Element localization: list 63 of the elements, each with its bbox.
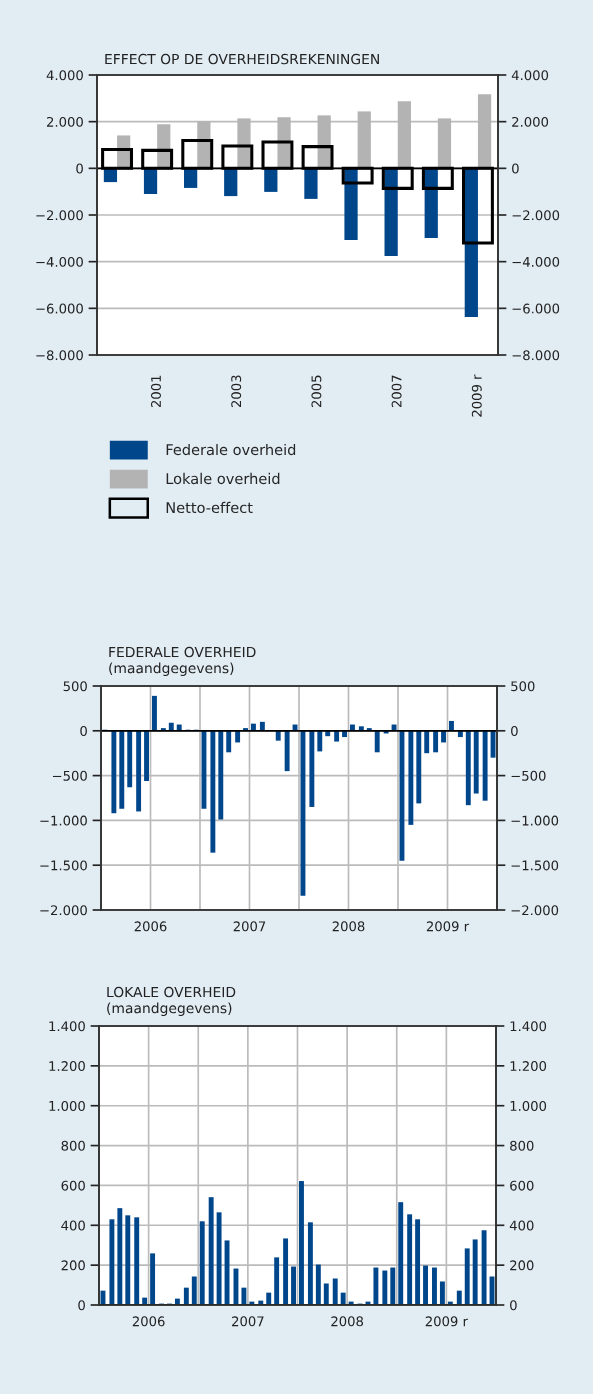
y-tick-label: 200 — [61, 1260, 85, 1271]
y2-tick-label: −1.000 — [511, 815, 559, 826]
x-tick-label: 2006 — [132, 1316, 165, 1327]
chart-title: EFFECT OP DE OVERHEIDSREKENINGEN — [105, 53, 379, 65]
x-tick-label: 2007 — [233, 921, 266, 932]
x-tick-label: 2001 — [151, 375, 161, 408]
x-tick-label: 2005 — [311, 375, 322, 408]
y-tick-label: 1.400 — [49, 1021, 85, 1032]
legend-label: Federale overheid — [166, 443, 296, 456]
y-tick-label: 0 — [80, 726, 87, 736]
y2-tick-label: 200 — [510, 1260, 534, 1271]
y-tick-label: 600 — [61, 1180, 85, 1191]
x-tick-label: 2008 — [332, 921, 365, 932]
x-tick-label: 2008 — [331, 1316, 364, 1327]
y2-tick-label: 4.000 — [511, 70, 549, 81]
y2-tick-label: 600 — [510, 1180, 534, 1191]
x-tick-label: 2009 r — [471, 374, 482, 417]
y2-tick-label: −2.000 — [512, 210, 560, 221]
legend-label: Lokale overheid — [166, 472, 280, 485]
y-tick-label: 0 — [78, 1300, 85, 1311]
y-tick-label: −2.000 — [40, 905, 87, 916]
y2-tick-label: −4.000 — [512, 256, 560, 267]
y2-tick-label: −6.000 — [512, 303, 560, 314]
y-tick-label: −1.500 — [40, 860, 87, 871]
y2-tick-label: 0 — [511, 726, 518, 736]
y-tick-label: −8.000 — [36, 350, 83, 361]
y-tick-label: −6.000 — [36, 303, 83, 314]
x-tick-label: 2009 r — [425, 1316, 468, 1327]
y2-tick-label: 400 — [509, 1220, 534, 1231]
y2-tick-label: 2.000 — [512, 116, 549, 127]
chart-title: FEDERALE OVERHEID — [109, 646, 256, 658]
y-tick-label: −2.000 — [36, 210, 83, 221]
y2-tick-label: −8.000 — [512, 350, 560, 361]
y2-tick-label: −1.500 — [511, 860, 559, 871]
y-tick-label: 2.000 — [47, 116, 83, 127]
x-tick-label: 2006 — [134, 921, 167, 932]
y2-tick-label: 1.400 — [510, 1021, 547, 1032]
x-tick-label: 2007 — [232, 1316, 264, 1327]
x-tick-label: 2007 — [391, 375, 402, 408]
y-tick-label: 0 — [76, 163, 83, 174]
y2-tick-label: 1.200 — [510, 1061, 547, 1072]
y-tick-label: 4.000 — [46, 70, 83, 81]
chart-title: LOKALE OVERHEID — [107, 986, 236, 998]
y2-tick-label: 1.000 — [510, 1100, 547, 1111]
y2-tick-label: 800 — [510, 1140, 534, 1151]
y-tick-label: −500 — [52, 770, 87, 781]
y-tick-label: 1.000 — [49, 1100, 85, 1111]
y2-tick-label: 500 — [511, 681, 535, 692]
y-tick-label: 500 — [63, 681, 87, 692]
chart-subtitle: (maandgegevens) — [109, 662, 234, 676]
x-tick-label: 2009 r — [426, 921, 470, 932]
y-tick-label: −4.000 — [36, 256, 83, 267]
y2-tick-label: 0 — [512, 163, 519, 174]
x-tick-label: 2003 — [231, 375, 242, 408]
y-tick-label: 800 — [61, 1140, 85, 1151]
y-tick-label: −1.000 — [40, 815, 87, 826]
y-tick-label: 1.200 — [49, 1061, 85, 1072]
y2-tick-label: 0 — [510, 1300, 517, 1311]
chart-subtitle: (maandgegevens) — [107, 1002, 232, 1016]
y2-tick-label: −2.000 — [511, 905, 559, 916]
legend-label: Netto-effect — [166, 501, 253, 514]
y-tick-label: 400 — [61, 1220, 85, 1231]
y2-tick-label: −500 — [511, 770, 546, 781]
